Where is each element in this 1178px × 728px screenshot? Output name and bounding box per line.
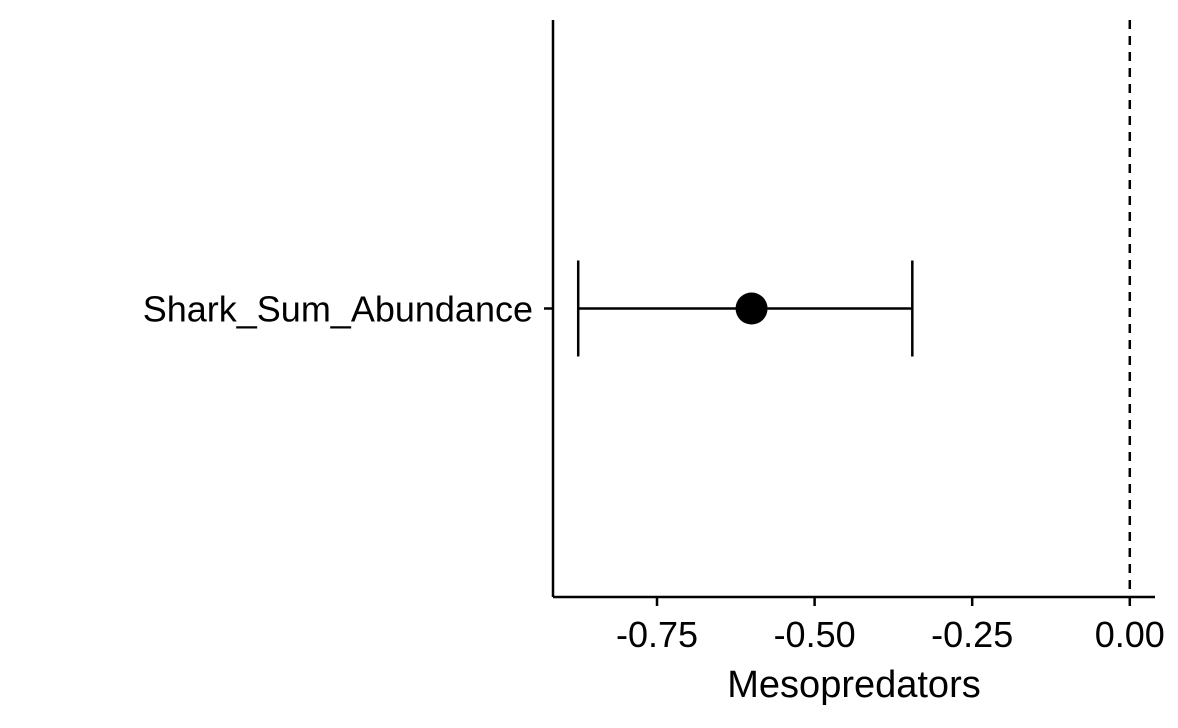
- x-tick-label: 0.00: [1095, 614, 1165, 655]
- axes: -0.75 -0.50 -0.25 0.00 Shark_Sum_Abundance: [143, 20, 1165, 655]
- x-tick-label: -0.50: [774, 614, 856, 655]
- x-axis-title: Mesopredators: [727, 664, 980, 706]
- x-axis-ticks: -0.75 -0.50 -0.25 0.00: [616, 597, 1165, 655]
- estimate-point: [735, 292, 768, 325]
- data-marks: [576, 260, 914, 357]
- y-axis-ticks: Shark_Sum_Abundance: [143, 289, 553, 330]
- x-tick-label: -0.75: [616, 614, 698, 655]
- x-tick-label: -0.25: [931, 614, 1013, 655]
- y-tick-label: Shark_Sum_Abundance: [143, 289, 533, 330]
- plot-panel: [576, 20, 1132, 597]
